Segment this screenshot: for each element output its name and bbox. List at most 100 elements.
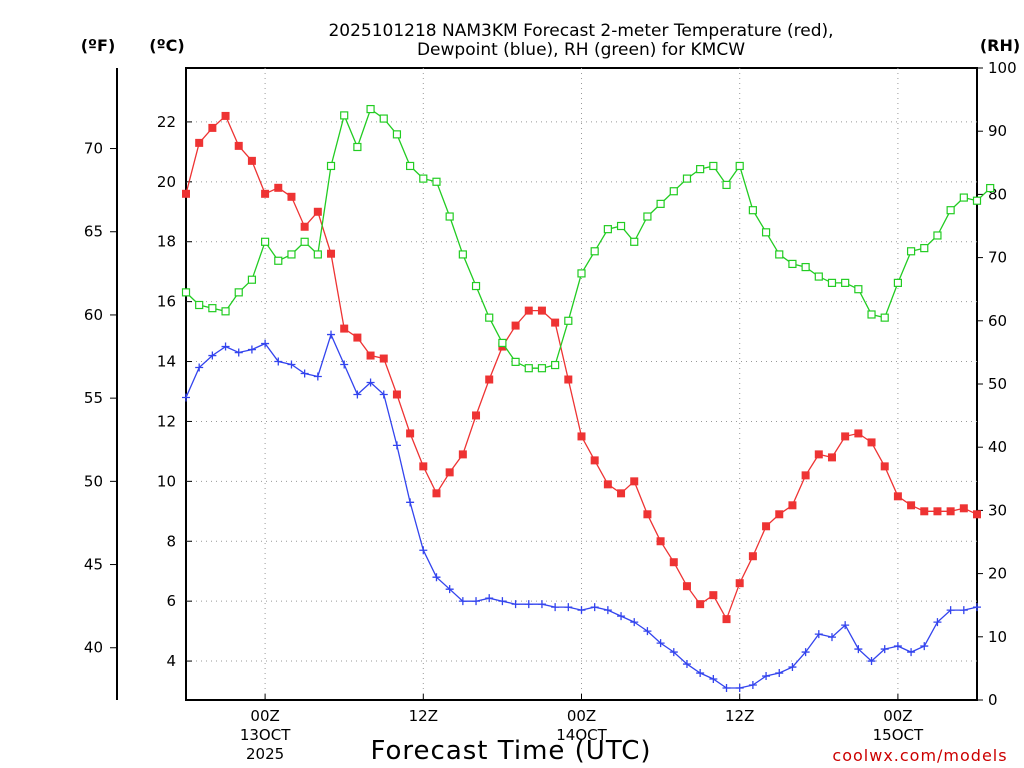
- dewpoint-point: [630, 618, 639, 627]
- celsius-tick-label: 16: [157, 293, 176, 311]
- rh-point: [603, 225, 612, 234]
- dewpoint-point: [353, 390, 362, 399]
- temperature-point: [208, 123, 217, 132]
- rh-point: [986, 183, 995, 193]
- rh-point: [577, 269, 586, 278]
- dewpoint-point: [551, 603, 560, 612]
- temperature-point: [959, 504, 968, 513]
- rh-tick-label: 90: [988, 122, 1007, 140]
- dewpoint-point: [617, 612, 626, 621]
- rh-point: [735, 161, 744, 171]
- axis-layer: 4 6 8 10 12 14 16 18 20 22 40 45 50 55 60 65 70 0 10 20 30 40…: [84, 59, 1017, 763]
- dewpoint-point: [577, 606, 586, 615]
- rh-point: [274, 256, 283, 265]
- rh-point: [669, 187, 678, 196]
- temperature-point: [564, 375, 573, 384]
- rh-tick-label: 30: [988, 501, 1007, 519]
- rh-point: [788, 259, 797, 269]
- temperature-point: [801, 471, 810, 480]
- temperature-point: [762, 522, 771, 531]
- dewpoint-point: [247, 345, 256, 354]
- rh-point: [379, 114, 388, 123]
- rh-point: [287, 250, 296, 259]
- fahrenheit-tick-label: 70: [84, 140, 103, 158]
- rh-point: [775, 250, 784, 259]
- temperature-point: [392, 390, 401, 399]
- temperature-point: [854, 429, 863, 438]
- x-tick-label: 12Z: [409, 707, 438, 725]
- rh-point: [854, 285, 863, 294]
- temperature-point: [748, 552, 757, 561]
- temperature-point: [445, 468, 454, 477]
- fahrenheit-tick-label: 65: [84, 223, 103, 241]
- rh-point: [920, 244, 929, 253]
- dewpoint-point: [643, 627, 652, 636]
- rh-point: [340, 111, 349, 120]
- temperature-point: [775, 510, 784, 519]
- temperature-point: [485, 375, 494, 384]
- temperature-point: [577, 432, 586, 441]
- temperature-point: [973, 510, 981, 519]
- temperature-point: [946, 507, 955, 516]
- temperature-point: [300, 222, 309, 231]
- temperature-point: [827, 453, 836, 462]
- dewpoint-point: [973, 603, 981, 612]
- temperature-point: [682, 582, 691, 591]
- rh-point: [392, 130, 402, 139]
- rh-point: [630, 237, 639, 246]
- rh-point: [261, 237, 270, 246]
- rh-tick-label: 10: [988, 628, 1007, 646]
- temperature-point: [867, 438, 876, 447]
- dewpoint-point: [340, 360, 349, 369]
- temperature-point: [841, 432, 850, 441]
- temperature-point: [907, 501, 916, 510]
- rh-point: [524, 364, 533, 373]
- rh-point: [537, 364, 547, 373]
- fahrenheit-tick-label: 60: [84, 306, 103, 324]
- temperature-point: [287, 192, 296, 201]
- dewpoint-point: [208, 351, 217, 360]
- rh-point: [326, 161, 336, 171]
- rh-point: [946, 206, 955, 215]
- unit-label-rh: (RH): [980, 36, 1020, 55]
- dewpoint-point: [801, 648, 810, 657]
- temperature-point: [247, 156, 256, 165]
- rh-point: [972, 196, 982, 205]
- temperature-point: [537, 306, 546, 315]
- dewpoint-point: [920, 642, 929, 651]
- rh-point: [867, 310, 876, 319]
- unit-label-fahrenheit: (ºF): [81, 36, 116, 55]
- dewpoint-point: [933, 618, 942, 627]
- temperature-point: [313, 207, 322, 216]
- dewpoint-point: [221, 342, 230, 351]
- x-tick-label: 00Z: [883, 707, 912, 725]
- dewpoint-point: [327, 330, 336, 339]
- dewpoint-point: [261, 339, 270, 348]
- rh-point: [419, 174, 428, 183]
- dewpoint-point: [775, 669, 784, 678]
- rh-point: [814, 272, 823, 281]
- dewpoint-point: [946, 606, 955, 615]
- rh-point: [841, 278, 850, 287]
- rh-point: [827, 278, 837, 287]
- dewpoint-point: [590, 603, 599, 612]
- dewpoint-point: [432, 573, 441, 582]
- dewpoint-point: [498, 597, 507, 606]
- rh-point: [906, 247, 916, 256]
- rh-tick-label: 50: [988, 375, 1007, 393]
- temperature-point: [472, 411, 481, 420]
- dewpoint-point: [406, 498, 415, 507]
- temperature-point: [643, 510, 652, 519]
- grid-layer: [186, 68, 977, 700]
- dewpoint-line: [185, 332, 978, 689]
- rh-point: [656, 199, 665, 208]
- dewpoint-point: [300, 369, 309, 378]
- x-tick-date-label: 13OCT: [240, 726, 291, 744]
- rh-point: [880, 313, 889, 322]
- dewpoint-point: [485, 594, 494, 603]
- fahrenheit-tick-label: 50: [84, 472, 103, 490]
- rh-tick-label: 40: [988, 438, 1007, 456]
- dewpoint-point: [366, 378, 375, 387]
- dewpoint-point: [762, 672, 771, 681]
- credit-label: coolwx.com/models: [832, 746, 1007, 765]
